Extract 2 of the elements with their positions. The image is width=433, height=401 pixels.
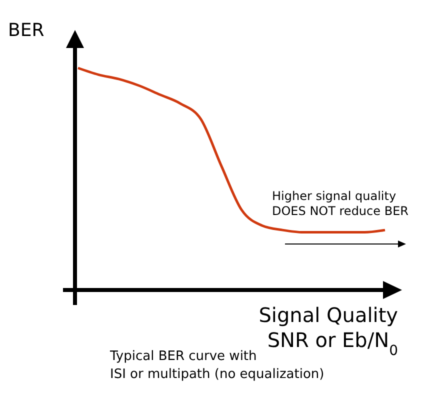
y-axis-title: BER (8, 20, 44, 41)
annotation: Higher signal quality DOES NOT reduce BER (272, 189, 408, 218)
